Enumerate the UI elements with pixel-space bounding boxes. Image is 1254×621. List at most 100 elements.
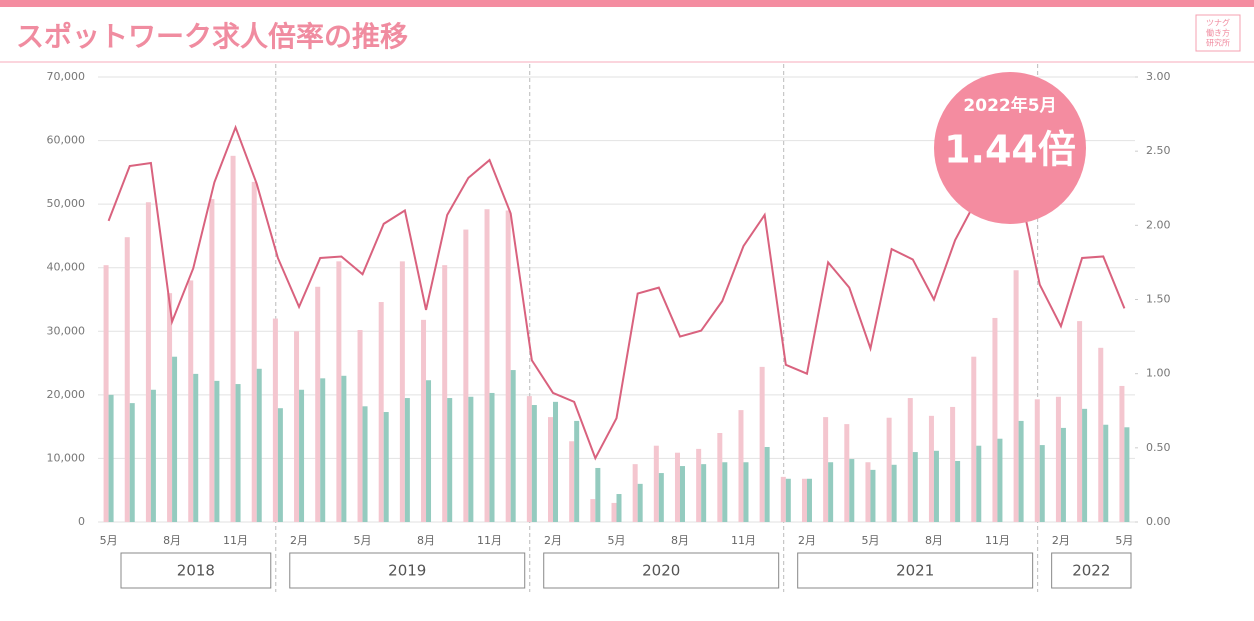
bar	[256, 368, 262, 522]
bar	[696, 448, 702, 522]
bar	[1119, 385, 1125, 522]
bar	[828, 462, 834, 522]
bar	[595, 467, 601, 522]
bar	[193, 373, 199, 522]
bar	[209, 199, 215, 523]
bar	[468, 396, 474, 522]
bar	[632, 464, 638, 522]
bar	[426, 380, 432, 522]
bar	[188, 280, 194, 522]
year-box	[289, 552, 526, 589]
y-tick-label: 30,000	[47, 324, 86, 337]
logo-text: 働き方	[1206, 28, 1230, 38]
bar	[150, 389, 156, 522]
bar	[933, 450, 939, 522]
bar	[955, 460, 961, 522]
bar	[992, 317, 998, 522]
x-tick-label: 5月	[354, 534, 372, 547]
bar	[759, 366, 765, 522]
bar	[844, 424, 850, 522]
bar	[214, 380, 220, 522]
bar	[976, 445, 982, 522]
top-bar	[0, 0, 1254, 7]
y2-tick-label: 2.50	[1146, 144, 1171, 157]
bar	[1060, 427, 1066, 522]
year-box	[120, 552, 272, 589]
x-tick-label: 2月	[544, 534, 562, 547]
bar	[823, 417, 829, 522]
y-tick-label: 0	[78, 515, 85, 528]
bar	[315, 286, 321, 522]
annotation-period: 2022年5月	[963, 95, 1056, 116]
bar	[235, 384, 241, 522]
bar	[1039, 445, 1045, 522]
bar	[272, 318, 278, 522]
bar	[299, 389, 305, 522]
bar	[785, 478, 791, 522]
x-tick-label: 11月	[731, 534, 756, 547]
bar	[870, 469, 876, 522]
bar	[653, 445, 659, 522]
bar	[780, 476, 786, 522]
bar	[616, 494, 622, 522]
bar	[129, 403, 135, 522]
bar	[907, 398, 913, 522]
bar	[574, 420, 580, 522]
x-tick-label: 8月	[671, 534, 689, 547]
year-label: 2019	[388, 562, 426, 580]
logo-text: 研究所	[1206, 38, 1230, 48]
annotation-circle	[934, 72, 1086, 224]
bar	[399, 261, 405, 522]
bar	[447, 398, 453, 522]
x-tick-label: 8月	[163, 534, 181, 547]
x-tick-label: 5月	[608, 534, 626, 547]
bar	[531, 405, 537, 522]
bar	[277, 408, 283, 522]
bar	[569, 441, 575, 522]
bar	[722, 462, 728, 522]
bar	[590, 499, 596, 522]
bar	[378, 302, 384, 522]
y2-tick-label: 1.00	[1146, 367, 1171, 380]
bar	[421, 319, 427, 522]
bar	[336, 261, 342, 522]
y2-tick-label: 0.50	[1146, 441, 1171, 454]
bar	[484, 209, 490, 522]
bar	[891, 464, 897, 522]
bar	[865, 462, 871, 522]
logo-box	[1195, 14, 1241, 52]
x-tick-label: 5月	[100, 534, 118, 547]
bar	[1013, 270, 1019, 522]
bar	[341, 375, 347, 522]
bar	[1034, 399, 1040, 522]
y2-tick-label: 1.50	[1146, 293, 1171, 306]
bar	[108, 394, 114, 522]
bar	[674, 452, 680, 522]
bar	[928, 415, 934, 522]
bar	[717, 433, 723, 522]
bar	[971, 356, 977, 522]
bar	[658, 473, 664, 522]
y-tick-label: 50,000	[47, 197, 86, 210]
bar	[849, 459, 855, 522]
logo-text: ツナグ	[1206, 18, 1230, 28]
x-tick-label: 5月	[861, 534, 879, 547]
year-label: 2021	[896, 562, 934, 580]
bar	[230, 155, 236, 523]
bar	[103, 265, 109, 522]
bar	[553, 401, 559, 522]
x-tick-label: 5月	[1115, 534, 1133, 547]
bar	[167, 293, 173, 522]
y-tick-label: 10,000	[47, 451, 86, 464]
x-tick-label: 2月	[1052, 534, 1070, 547]
bar	[997, 438, 1003, 522]
y-tick-label: 70,000	[47, 70, 86, 83]
x-tick-label: 2月	[290, 534, 308, 547]
bar	[637, 483, 643, 522]
bar	[950, 406, 956, 522]
bar	[505, 210, 511, 522]
x-tick-label: 2月	[798, 534, 816, 547]
line	[107, 124, 1126, 461]
bar	[442, 265, 448, 522]
year-box	[543, 552, 780, 589]
